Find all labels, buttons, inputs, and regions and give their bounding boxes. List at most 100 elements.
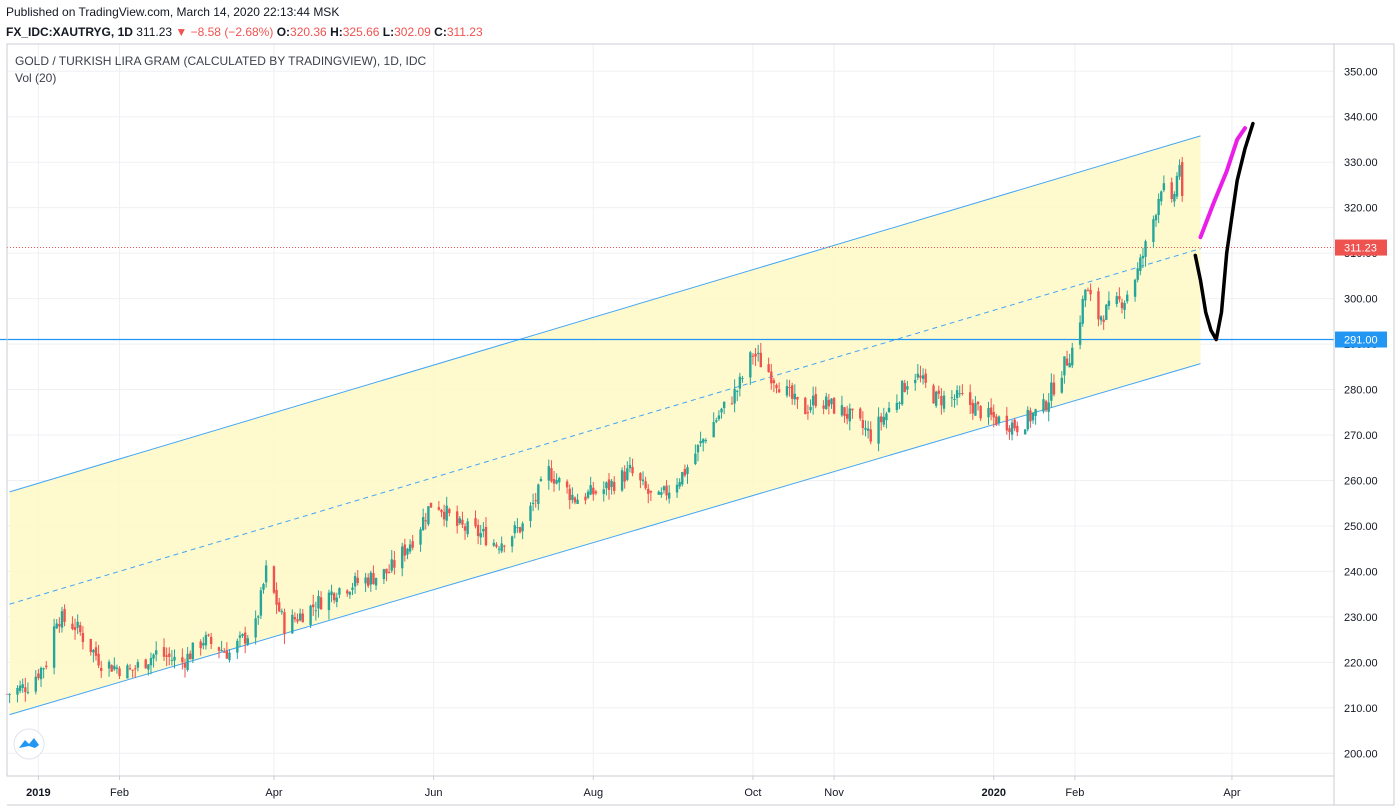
y-tick-label: 260.00 <box>1344 475 1378 487</box>
candle-body <box>613 481 616 491</box>
candle-body <box>738 376 742 389</box>
candle-body <box>335 597 338 602</box>
candle-body <box>777 389 781 393</box>
candle-body <box>207 634 210 636</box>
hand-drawn-projection[interactable] <box>1193 121 1255 342</box>
candle-body <box>186 653 189 671</box>
candle-body <box>421 517 425 531</box>
candle-body <box>987 407 990 418</box>
high-value: 325.66 <box>342 25 380 39</box>
candle-body <box>495 544 498 547</box>
candle-body <box>720 408 723 413</box>
candle-body <box>1139 257 1142 271</box>
candle-body <box>401 546 404 569</box>
candle-body <box>351 587 354 590</box>
candle-body <box>916 373 920 378</box>
candle-body <box>411 541 414 548</box>
change-value: ▼ −8.58 (−2.68%) <box>175 25 274 39</box>
y-tick-label: 220.00 <box>1344 657 1378 669</box>
candle-body <box>704 440 708 442</box>
last-price-value: 311.23 <box>136 25 173 39</box>
candle-body <box>301 613 304 623</box>
candle-body <box>796 396 799 400</box>
candle-body <box>445 505 448 521</box>
candle-body <box>1042 399 1045 412</box>
published-line: Published on TradingView.com, March 14, … <box>6 5 340 19</box>
candle-body <box>793 393 797 400</box>
chart-frame <box>6 43 1395 806</box>
horizontal-level-line[interactable] <box>0 247 1334 341</box>
candle-body <box>1086 290 1090 292</box>
y-tick-label: 250.00 <box>1344 521 1378 533</box>
x-tick-label: Feb <box>1065 787 1084 799</box>
price-axis[interactable]: 200.00 210.00 220.00 230.00 240.00 250.00 260.… <box>1344 66 1378 760</box>
candle-body <box>330 591 333 596</box>
candle-body <box>628 464 632 469</box>
candle-body <box>262 584 265 590</box>
candle-body <box>223 651 226 653</box>
candle-body <box>280 611 284 613</box>
candle-body <box>976 401 980 405</box>
candle-body <box>189 653 192 660</box>
candle-body <box>898 402 901 404</box>
candle-body <box>152 654 155 659</box>
y-tick-label: 330.00 <box>1344 157 1378 169</box>
candle-body <box>1052 382 1056 395</box>
candle-body <box>749 352 752 378</box>
candle-body <box>602 489 605 494</box>
candle-body <box>385 568 388 574</box>
candle-body <box>906 386 909 390</box>
candle-body <box>649 490 653 493</box>
candle-body <box>791 385 794 399</box>
candle-body <box>785 386 789 396</box>
candle-body <box>571 494 574 501</box>
candle-body <box>558 478 561 483</box>
candle-body <box>879 416 883 423</box>
candle-body <box>806 412 810 414</box>
series-legend-title: GOLD / TURKISH LIRA GRAM (CALCULATED BY … <box>15 54 427 68</box>
candle-body <box>39 667 43 680</box>
candle-body <box>461 519 464 525</box>
candle-body <box>1126 294 1129 302</box>
channel-upper-line <box>9 135 1201 493</box>
candle-body <box>291 614 294 634</box>
candle-body <box>100 667 103 671</box>
parallel-channel[interactable] <box>9 135 1201 716</box>
candle-body <box>759 352 762 368</box>
candle-body <box>1078 322 1082 345</box>
candle-body <box>209 636 213 644</box>
candle-body <box>825 396 828 410</box>
candle-body <box>657 491 660 495</box>
candle-body <box>647 488 650 494</box>
candle-body <box>531 502 535 504</box>
candle-body <box>492 542 496 546</box>
candle-body <box>712 422 715 438</box>
candle-body <box>202 643 205 646</box>
candle-body <box>476 524 480 537</box>
candle-body <box>390 559 393 571</box>
candle-body <box>73 627 77 631</box>
candle-body <box>364 577 367 584</box>
candle-body <box>97 653 100 666</box>
candle-body <box>751 355 755 357</box>
candle-body <box>264 565 268 583</box>
candle-body <box>641 479 645 482</box>
candle-body <box>529 505 532 521</box>
candle-body <box>154 650 158 655</box>
candle-body <box>775 384 778 389</box>
candle-body <box>979 406 982 419</box>
candle-body <box>623 471 626 482</box>
candle-body <box>845 413 849 419</box>
tradingview-logo-icon[interactable] <box>13 728 45 760</box>
candle-body <box>144 659 147 669</box>
candle-body <box>1133 279 1137 297</box>
magenta-projection-stroke <box>1198 126 1247 240</box>
candle-body <box>788 387 791 389</box>
candle-body <box>974 403 977 416</box>
time-axis[interactable]: 2019 Feb Apr Jun Aug Oct Nov 2020 Feb Apr <box>26 776 1241 799</box>
candle-body <box>257 616 260 618</box>
candle-body <box>8 694 11 696</box>
candle-body <box>715 420 718 422</box>
